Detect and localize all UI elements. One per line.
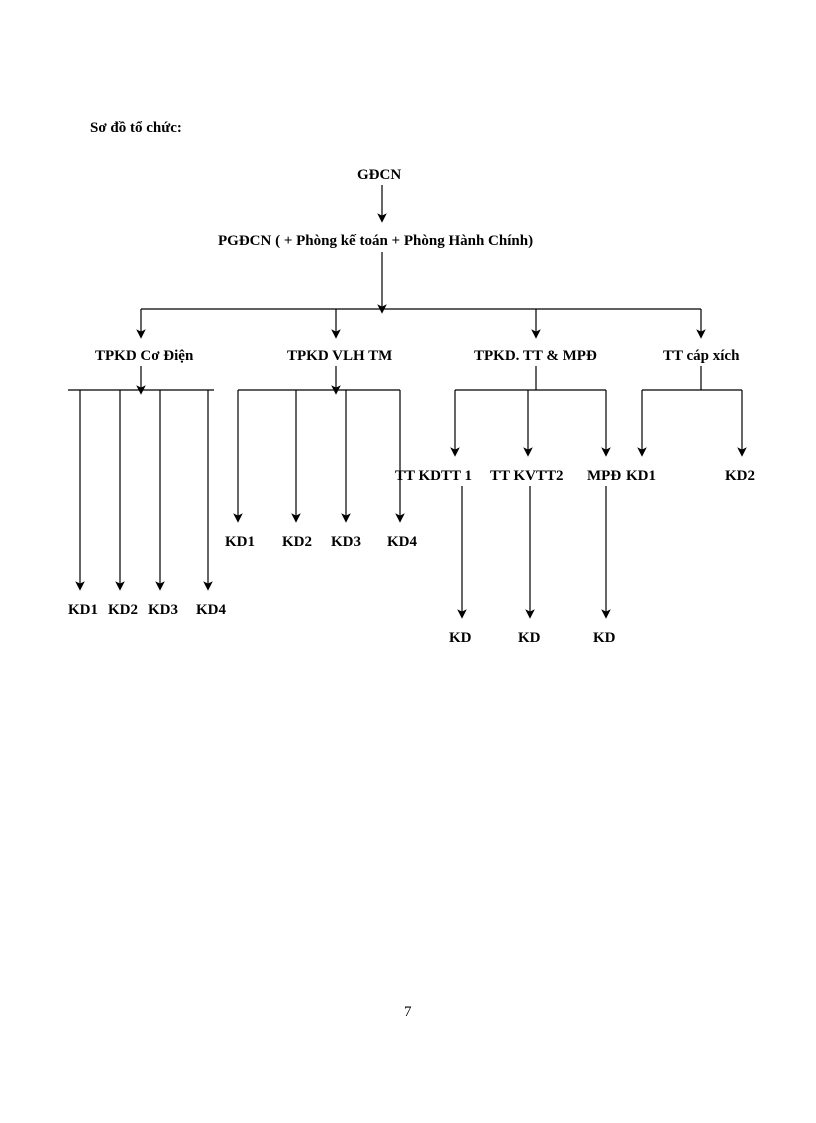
node-b1c4: KD4 [196, 602, 226, 619]
org-chart-svg [0, 0, 816, 1123]
node-b3c3d: KD [593, 630, 616, 647]
node-b3c2d: KD [518, 630, 541, 647]
node-b2c4: KD4 [387, 534, 417, 551]
node-b4c2: KD2 [725, 468, 755, 485]
node-branch2: TPKD VLH TM [287, 348, 392, 365]
node-b2c3: KD3 [331, 534, 361, 551]
node-root: GĐCN [357, 167, 401, 184]
node-branch4: TT cáp xích [663, 348, 739, 365]
org-chart-page: Sơ đồ tổ chức: [0, 0, 816, 1123]
node-b2c2: KD2 [282, 534, 312, 551]
node-b3c1: TT KDTT 1 [395, 468, 472, 485]
node-b2c1: KD1 [225, 534, 255, 551]
node-b1c2: KD2 [108, 602, 138, 619]
node-b3c1d: KD [449, 630, 472, 647]
node-branch3: TPKD. TT & MPĐ [474, 348, 597, 365]
node-b3c2: TT KVTT2 [490, 468, 564, 485]
page-number: 7 [404, 1004, 412, 1021]
node-b1c3: KD3 [148, 602, 178, 619]
node-branch1: TPKD Cơ Điện [95, 348, 193, 365]
node-b1c1: KD1 [68, 602, 98, 619]
node-pgdcn: PGĐCN ( + Phòng kế toán + Phòng Hành Chí… [218, 233, 533, 250]
node-b3c3: MPĐ [587, 468, 621, 485]
node-b4c1: KD1 [626, 468, 656, 485]
